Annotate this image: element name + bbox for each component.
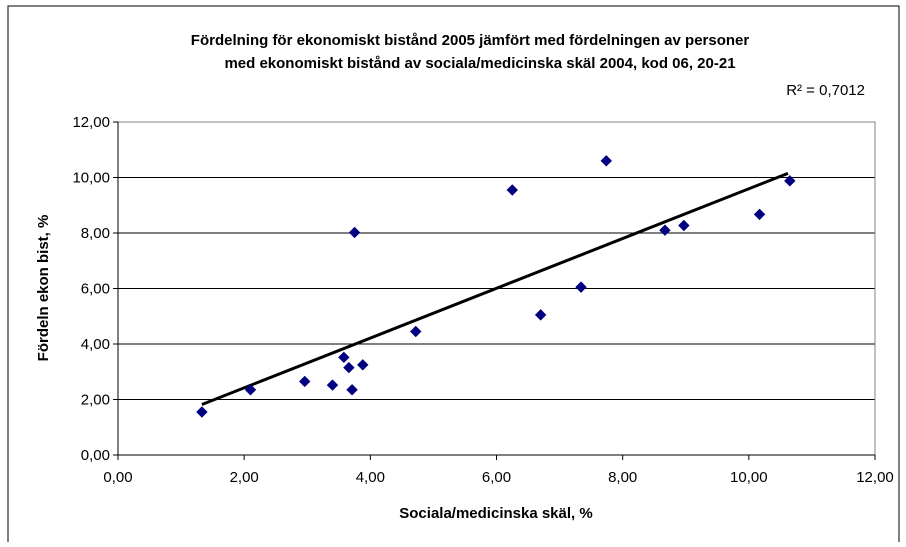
data-points xyxy=(196,155,796,418)
y-tick-label: 2,00 xyxy=(81,392,110,409)
data-point xyxy=(753,208,766,221)
y-tick-label: 4,00 xyxy=(81,336,110,353)
data-point xyxy=(299,375,311,388)
data-point xyxy=(534,309,547,321)
y-axis-ticks: 0,00 2,00 4,00 6,00 8,00 10,00 12,00 xyxy=(72,114,119,464)
data-point xyxy=(575,281,587,293)
r-squared-label: R² = 0,7012 xyxy=(786,82,865,99)
x-axis-title: Sociala/medicinska skäl, % xyxy=(399,505,592,522)
y-axis-title: Fördeln ekon bist, % xyxy=(35,215,52,362)
y-tick-label: 6,00 xyxy=(81,281,110,298)
y-tick-label: 8,00 xyxy=(81,225,110,242)
y-tick-label: 12,00 xyxy=(72,114,110,131)
x-tick-label: 6,00 xyxy=(482,469,511,486)
data-point xyxy=(338,351,350,364)
trendline-group xyxy=(201,171,789,406)
data-point xyxy=(506,184,518,196)
data-point xyxy=(196,406,208,418)
chart-border xyxy=(7,5,900,544)
x-tick-label: 8,00 xyxy=(608,469,637,486)
x-tick-label: 4,00 xyxy=(356,469,385,486)
y-tick-label: 10,00 xyxy=(72,170,110,187)
x-tick-label: 0,00 xyxy=(103,469,132,486)
data-point xyxy=(678,219,690,232)
data-point xyxy=(784,175,796,187)
data-point xyxy=(244,384,257,396)
data-point xyxy=(348,226,361,239)
x-tick-label: 10,00 xyxy=(730,469,768,486)
data-point xyxy=(346,384,358,396)
y-tick-label: 0,00 xyxy=(81,447,110,464)
data-point xyxy=(659,224,671,236)
data-point xyxy=(600,155,612,167)
x-tick-label: 12,00 xyxy=(856,469,894,486)
chart-title-line1: Fördelning för ekonomiskt bistånd 2005 j… xyxy=(191,32,750,49)
x-tick-label: 2,00 xyxy=(230,469,259,486)
data-point xyxy=(357,359,369,371)
data-point xyxy=(343,361,355,374)
chart-title-line2: med ekonomiskt bistånd av sociala/medici… xyxy=(224,55,735,72)
data-point xyxy=(410,325,422,338)
x-axis-ticks: 0,00 2,00 4,00 6,00 8,00 10,00 12,00 xyxy=(103,454,894,486)
trendline xyxy=(201,171,789,406)
data-point xyxy=(326,379,339,391)
